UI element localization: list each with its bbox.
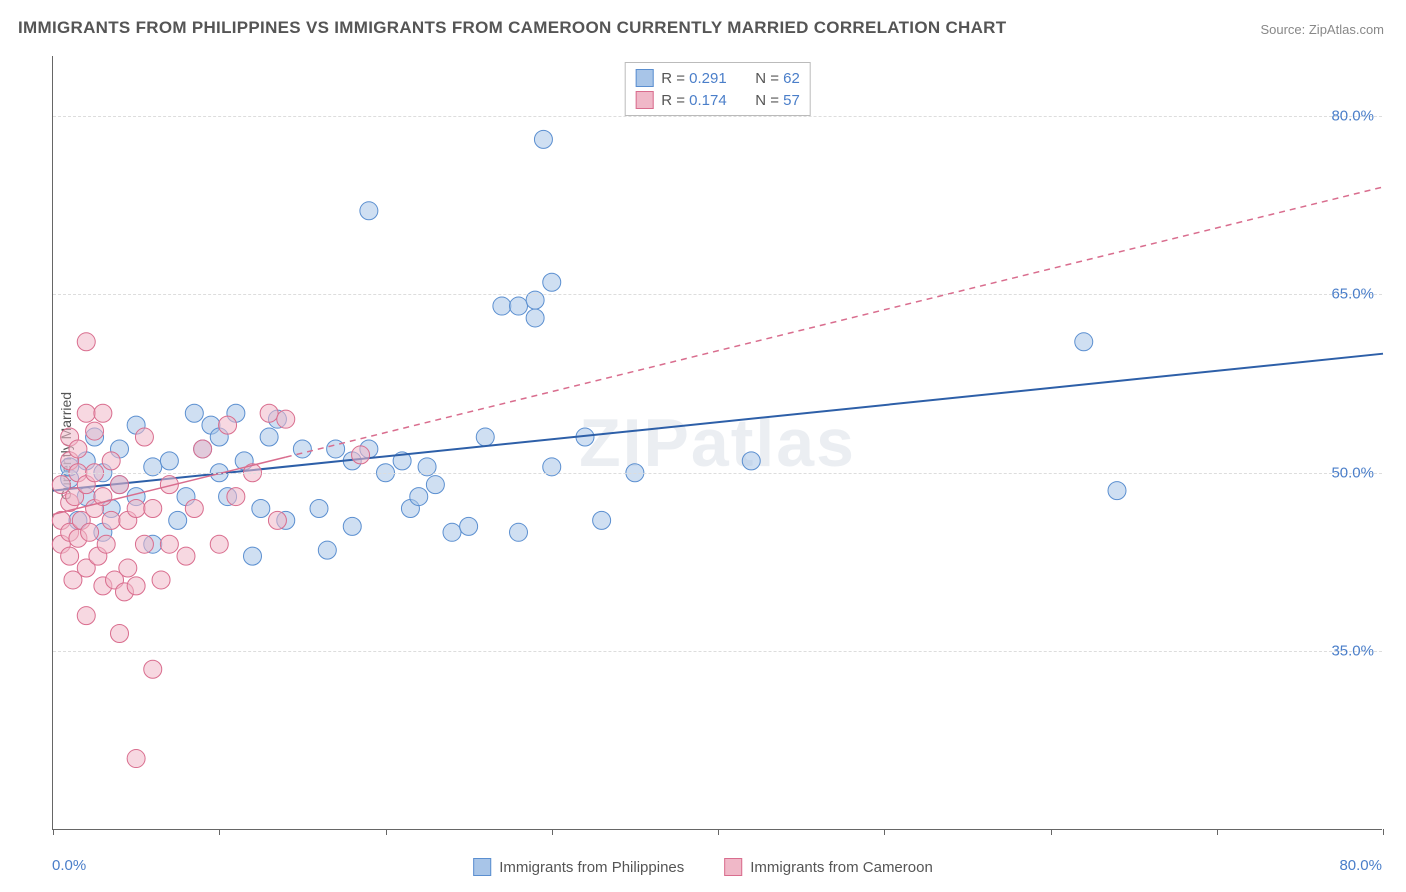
x-axis-max-label: 80.0% (1339, 857, 1382, 874)
y-tick-label: 50.0% (1331, 464, 1374, 481)
scatter-point (227, 488, 245, 506)
scatter-point (194, 440, 212, 458)
scatter-point (352, 446, 370, 464)
scatter-point (593, 511, 611, 529)
x-tick (219, 829, 220, 835)
swatch-icon (635, 91, 653, 109)
y-tick-label: 65.0% (1331, 286, 1374, 303)
scatter-point (534, 130, 552, 148)
r-label: R = 0.174 (661, 92, 726, 109)
scatter-point (77, 333, 95, 351)
x-tick (386, 829, 387, 835)
scatter-point (86, 422, 104, 440)
trend-line-dashed (286, 187, 1383, 457)
gridline (53, 116, 1382, 117)
scatter-point (127, 577, 145, 595)
scatter-point (543, 273, 561, 291)
scatter-point (81, 523, 99, 541)
scatter-point (460, 517, 478, 535)
scatter-point (169, 511, 187, 529)
x-tick (1383, 829, 1384, 835)
scatter-point (318, 541, 336, 559)
scatter-point (510, 297, 528, 315)
scatter-point (127, 499, 145, 517)
scatter-point (160, 452, 178, 470)
x-tick (53, 829, 54, 835)
x-tick (1051, 829, 1052, 835)
scatter-point (476, 428, 494, 446)
scatter-point (97, 535, 115, 553)
scatter-point (111, 476, 129, 494)
scatter-point (426, 476, 444, 494)
scatter-point (185, 499, 203, 517)
scatter-point (252, 499, 270, 517)
scatter-point (102, 452, 120, 470)
y-tick-label: 35.0% (1331, 643, 1374, 660)
r-label: R = 0.291 (661, 70, 726, 87)
gridline (53, 473, 1382, 474)
scatter-point (135, 535, 153, 553)
scatter-point (219, 416, 237, 434)
scatter-point (135, 428, 153, 446)
n-label: N = 62 (755, 70, 800, 87)
scatter-point (526, 309, 544, 327)
scatter-point (127, 750, 145, 768)
scatter-point (152, 571, 170, 589)
swatch-icon (635, 69, 653, 87)
x-tick (884, 829, 885, 835)
scatter-point (277, 410, 295, 428)
scatter-point (102, 511, 120, 529)
scatter-point (260, 428, 278, 446)
scatter-point (410, 488, 428, 506)
chart-area: ZIPatlas R = 0.291 N = 62R = 0.174 N = 5… (52, 56, 1382, 830)
swatch-icon (473, 858, 491, 876)
scatter-point (160, 535, 178, 553)
legend-row: R = 0.174 N = 57 (635, 89, 800, 111)
scatter-point (111, 625, 129, 643)
scatter-point (293, 440, 311, 458)
scatter-point (144, 499, 162, 517)
series-legend: Immigrants from Philippines Immigrants f… (473, 858, 933, 876)
gridline (53, 294, 1382, 295)
scatter-point (61, 547, 79, 565)
n-label: N = 57 (755, 92, 800, 109)
scatter-point (1108, 482, 1126, 500)
scatter-point (310, 499, 328, 517)
scatter-point (260, 404, 278, 422)
legend-item-philippines: Immigrants from Philippines (473, 858, 684, 876)
source-label: Source: ZipAtlas.com (1260, 22, 1384, 37)
scatter-point (510, 523, 528, 541)
legend-label: Immigrants from Cameroon (750, 859, 933, 876)
scatter-point (119, 559, 137, 577)
scatter-point (742, 452, 760, 470)
x-axis-min-label: 0.0% (52, 857, 86, 874)
correlation-legend: R = 0.291 N = 62R = 0.174 N = 57 (624, 62, 811, 116)
legend-row: R = 0.291 N = 62 (635, 67, 800, 89)
legend-item-cameroon: Immigrants from Cameroon (724, 858, 933, 876)
scatter-point (77, 404, 95, 422)
scatter-point (268, 511, 286, 529)
scatter-point (343, 517, 361, 535)
swatch-icon (724, 858, 742, 876)
scatter-point (244, 547, 262, 565)
scatter-point (360, 202, 378, 220)
scatter-point (493, 297, 511, 315)
scatter-point (94, 404, 112, 422)
x-tick (552, 829, 553, 835)
scatter-point (69, 440, 87, 458)
scatter-point (77, 607, 95, 625)
scatter-point (185, 404, 203, 422)
scatter-point (210, 535, 228, 553)
legend-label: Immigrants from Philippines (499, 859, 684, 876)
chart-title: IMMIGRANTS FROM PHILIPPINES VS IMMIGRANT… (18, 18, 1006, 38)
scatter-point (443, 523, 461, 541)
scatter-point (177, 547, 195, 565)
plot-svg (53, 56, 1382, 829)
x-tick (1217, 829, 1218, 835)
x-tick (718, 829, 719, 835)
scatter-point (1075, 333, 1093, 351)
y-tick-label: 80.0% (1331, 107, 1374, 124)
scatter-point (144, 660, 162, 678)
gridline (53, 651, 1382, 652)
